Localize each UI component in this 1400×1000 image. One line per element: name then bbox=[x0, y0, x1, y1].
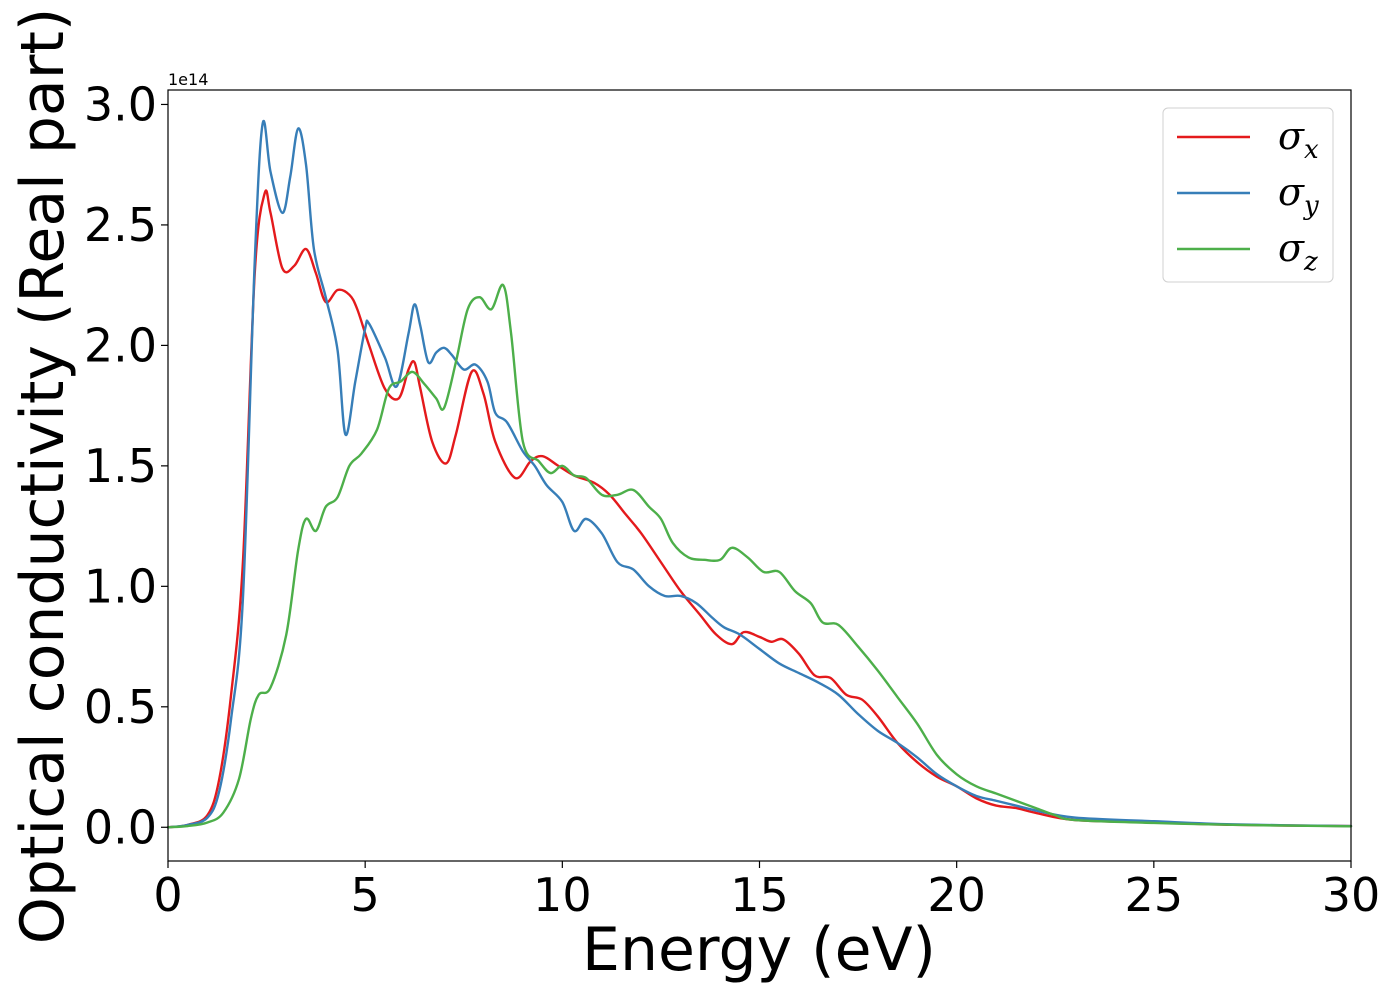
y-axis-ticks: 0.0 0.5 1.0 1.5 2.0 2.5 3.0 bbox=[84, 77, 168, 854]
y-tick-label: 0.0 bbox=[84, 800, 157, 854]
y-offset-label: 1e14 bbox=[168, 70, 208, 89]
y-tick-label: 3.0 bbox=[84, 77, 157, 131]
y-tick-label: 2.0 bbox=[84, 318, 157, 372]
legend-label-sigma-z: σz bbox=[1278, 226, 1318, 277]
legend-label-sigma-x: σx bbox=[1278, 114, 1319, 165]
series-line-sigma-z bbox=[166, 283, 1353, 829]
y-tick-label: 1.0 bbox=[84, 559, 157, 613]
x-axis-title: Energy (eV) bbox=[582, 915, 936, 985]
y-tick-label: 0.5 bbox=[84, 680, 157, 734]
x-axis-ticks: 0 5 10 15 20 25 30 bbox=[153, 861, 1380, 922]
x-tick-label: 10 bbox=[533, 868, 592, 922]
y-tick-label: 2.5 bbox=[84, 198, 157, 252]
series-layer bbox=[166, 119, 1353, 829]
series-line-sigma-y bbox=[166, 119, 1353, 829]
x-tick-label: 5 bbox=[351, 868, 380, 922]
y-axis-title: Optical conductivity (Real part) bbox=[8, 8, 78, 945]
legend-label-sigma-y: σy bbox=[1278, 170, 1319, 221]
y-tick-label: 1.5 bbox=[84, 439, 157, 493]
x-tick-label: 0 bbox=[153, 868, 182, 922]
x-tick-label: 20 bbox=[927, 868, 986, 922]
x-tick-label: 30 bbox=[1322, 868, 1381, 922]
x-tick-label: 25 bbox=[1125, 868, 1184, 922]
legend-box bbox=[1162, 107, 1334, 283]
series-line-sigma-x bbox=[166, 189, 1353, 829]
x-tick-label: 15 bbox=[730, 868, 789, 922]
